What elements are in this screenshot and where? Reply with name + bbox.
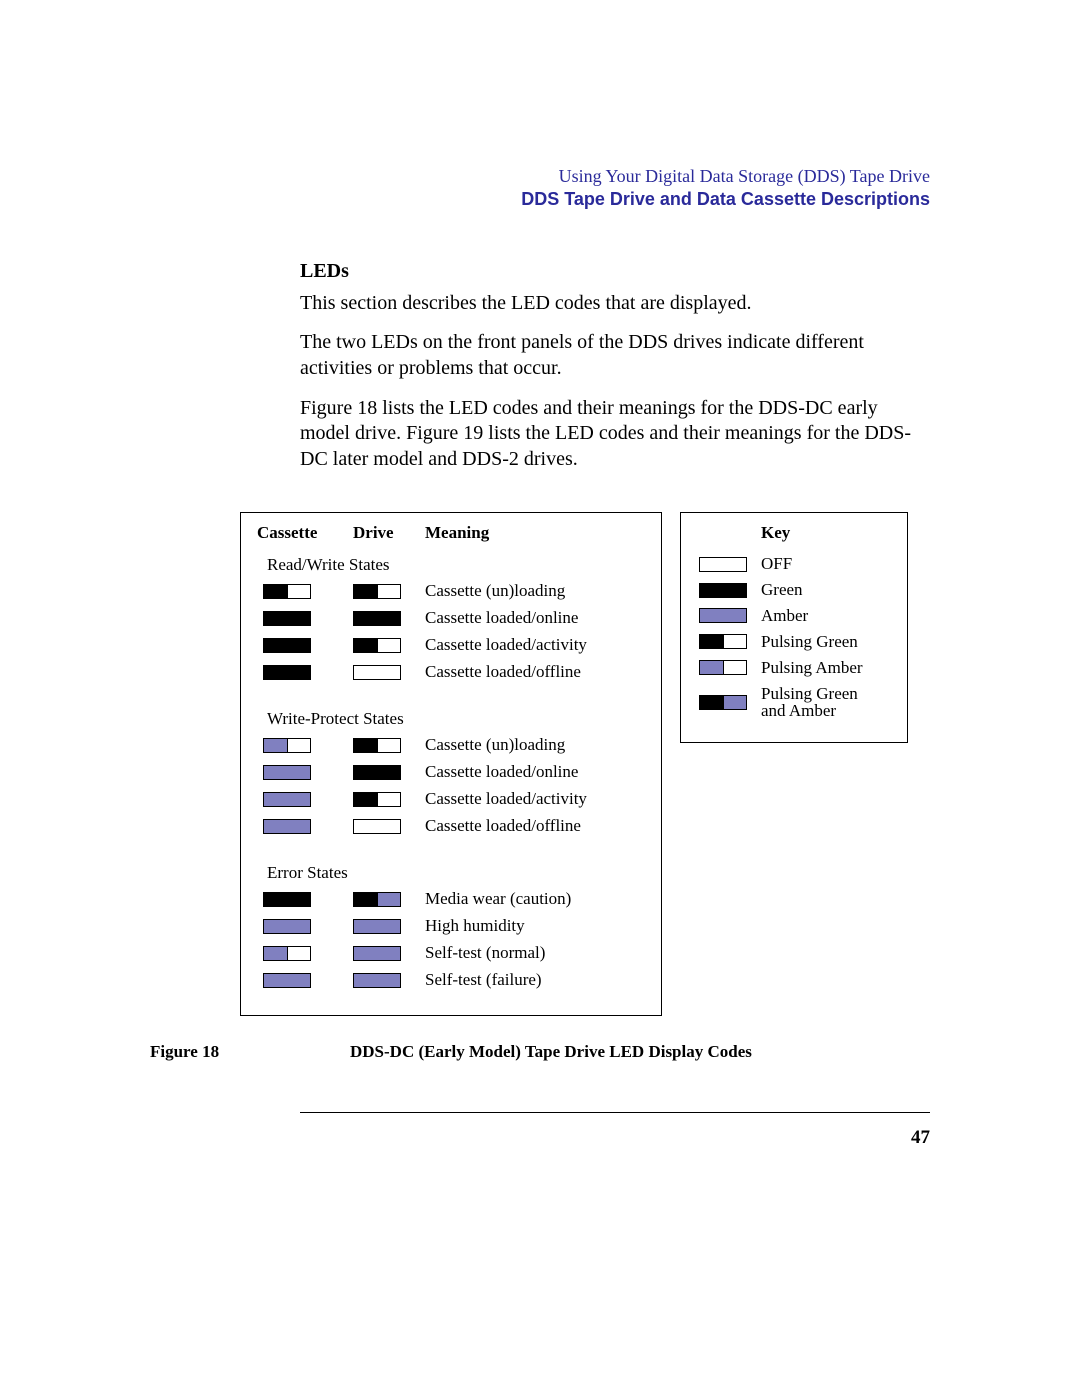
table-row: Self-test (normal) [257, 943, 645, 963]
cassette-led-icon [257, 765, 353, 780]
drive-led-icon [353, 584, 425, 599]
table-row: High humidity [257, 916, 645, 936]
cassette-led-icon [257, 919, 353, 934]
table-row: Media wear (caution) [257, 889, 645, 909]
cassette-led-icon [257, 665, 353, 680]
cassette-led-icon [257, 611, 353, 626]
row-meaning: Cassette loaded/activity [425, 789, 645, 809]
drive-led-icon [353, 638, 425, 653]
table-row: Cassette (un)loading [257, 581, 645, 601]
cassette-led-icon [257, 946, 353, 961]
key-led-icon [699, 583, 761, 598]
cassette-led-icon [257, 892, 353, 907]
drive-led-icon [353, 892, 425, 907]
table-headers: Cassette Drive Meaning [257, 523, 645, 543]
row-meaning: High humidity [425, 916, 645, 936]
header-drive: Drive [353, 523, 425, 543]
key-row: Green [699, 581, 889, 599]
key-row: Pulsing Greenand Amber [699, 685, 889, 721]
drive-led-icon [353, 611, 425, 626]
table-row: Cassette loaded/online [257, 608, 645, 628]
row-meaning: Self-test (normal) [425, 943, 645, 963]
key-label: OFF [761, 555, 792, 573]
drive-led-icon [353, 919, 425, 934]
drive-led-icon [353, 973, 425, 988]
key-led-icon [699, 557, 761, 572]
key-label: Amber [761, 607, 808, 625]
section-title: LEDs [300, 260, 930, 283]
row-meaning: Self-test (failure) [425, 970, 645, 990]
table-row: Cassette loaded/activity [257, 635, 645, 655]
drive-led-icon [353, 665, 425, 680]
key-led-icon [699, 634, 761, 649]
key-led-icon [699, 695, 761, 710]
key-led-icon [699, 660, 761, 675]
figure-area: Cassette Drive Meaning Read/Write States… [240, 512, 930, 1016]
row-meaning: Cassette (un)loading [425, 581, 645, 601]
table-row: Cassette loaded/online [257, 762, 645, 782]
drive-led-icon [353, 738, 425, 753]
key-label: Pulsing Amber [761, 659, 863, 677]
row-meaning: Cassette loaded/online [425, 762, 645, 782]
cassette-led-icon [257, 584, 353, 599]
table-row: Cassette loaded/offline [257, 816, 645, 836]
cassette-led-icon [257, 819, 353, 834]
key-label: Pulsing Green [761, 633, 858, 651]
key-legend: Key OFF Green Amber Pulsing Green Pulsing Am… [680, 512, 908, 743]
key-label: Pulsing Greenand Amber [761, 685, 858, 721]
horizontal-rule [300, 1112, 930, 1113]
row-meaning: Media wear (caution) [425, 889, 645, 909]
cassette-led-icon [257, 638, 353, 653]
row-meaning: Cassette loaded/online [425, 608, 645, 628]
header-line-1: Using Your Digital Data Storage (DDS) Ta… [240, 165, 930, 188]
table-row: Self-test (failure) [257, 970, 645, 990]
header-meaning: Meaning [425, 523, 645, 543]
drive-led-icon [353, 765, 425, 780]
cassette-led-icon [257, 973, 353, 988]
figure-label: Figure 18 [150, 1042, 350, 1062]
table-row: Cassette (un)loading [257, 735, 645, 755]
row-meaning: Cassette loaded/activity [425, 635, 645, 655]
key-led-icon [699, 608, 761, 623]
group-title: Error States [267, 863, 645, 883]
paragraph-2: The two LEDs on the front panels of the … [300, 330, 930, 381]
table-row: Cassette loaded/activity [257, 789, 645, 809]
paragraph-3: Figure 18 lists the LED codes and their … [300, 396, 930, 473]
row-meaning: Cassette loaded/offline [425, 816, 645, 836]
key-row: Pulsing Amber [699, 659, 889, 677]
paragraph-1: This section describes the LED codes tha… [300, 291, 930, 317]
group-title: Write-Protect States [267, 709, 645, 729]
figure-caption: Figure 18 DDS-DC (Early Model) Tape Driv… [240, 1042, 930, 1062]
page-header: Using Your Digital Data Storage (DDS) Ta… [240, 165, 930, 212]
led-codes-table: Cassette Drive Meaning Read/Write States… [240, 512, 662, 1016]
header-cassette: Cassette [257, 523, 353, 543]
cassette-led-icon [257, 738, 353, 753]
row-meaning: Cassette loaded/offline [425, 662, 645, 682]
drive-led-icon [353, 792, 425, 807]
page-number: 47 [240, 1127, 930, 1149]
key-row: OFF [699, 555, 889, 573]
row-meaning: Cassette (un)loading [425, 735, 645, 755]
cassette-led-icon [257, 792, 353, 807]
header-line-2: DDS Tape Drive and Data Cassette Descrip… [240, 188, 930, 211]
key-row: Amber [699, 607, 889, 625]
table-row: Cassette loaded/offline [257, 662, 645, 682]
group-title: Read/Write States [267, 555, 645, 575]
key-header: Key [761, 523, 889, 543]
drive-led-icon [353, 819, 425, 834]
key-label: Green [761, 581, 803, 599]
drive-led-icon [353, 946, 425, 961]
figure-text: DDS-DC (Early Model) Tape Drive LED Disp… [350, 1042, 752, 1062]
key-row: Pulsing Green [699, 633, 889, 651]
